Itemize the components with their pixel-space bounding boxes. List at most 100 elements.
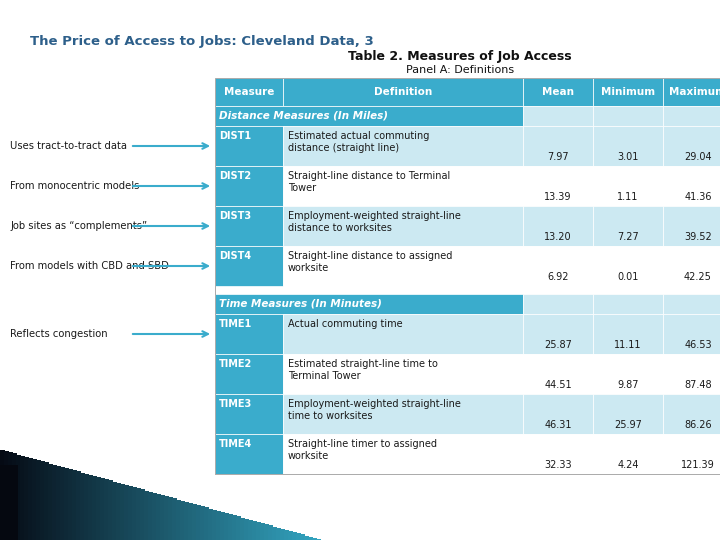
Text: 13.20: 13.20 xyxy=(544,232,572,242)
Bar xyxy=(56,465,61,540)
Bar xyxy=(160,495,165,540)
Bar xyxy=(523,246,593,286)
Bar xyxy=(8,453,13,540)
Bar xyxy=(216,511,221,540)
Bar xyxy=(523,434,593,474)
Bar xyxy=(308,537,313,540)
Bar xyxy=(140,489,145,540)
Bar xyxy=(215,314,283,354)
Bar xyxy=(204,508,209,540)
Bar xyxy=(88,475,93,540)
Bar xyxy=(215,434,283,474)
Bar xyxy=(593,166,663,206)
Bar xyxy=(24,457,29,540)
Bar xyxy=(212,510,217,540)
Bar xyxy=(215,394,283,434)
Bar xyxy=(180,501,185,540)
Bar xyxy=(316,539,321,540)
Bar xyxy=(264,524,269,540)
Bar xyxy=(156,494,161,540)
Bar xyxy=(523,78,593,106)
Bar xyxy=(593,394,663,434)
Bar xyxy=(663,206,720,246)
Bar xyxy=(68,469,73,540)
Bar xyxy=(104,480,109,540)
Bar xyxy=(593,106,663,126)
Bar xyxy=(276,528,281,540)
Bar xyxy=(64,468,69,540)
Bar xyxy=(232,515,237,540)
Bar xyxy=(16,455,21,540)
Text: Employment-weighted straight-line
distance to worksites: Employment-weighted straight-line distan… xyxy=(288,211,461,233)
Bar xyxy=(124,485,129,540)
Bar xyxy=(72,470,77,540)
Bar xyxy=(593,354,663,394)
Bar xyxy=(215,106,523,126)
Text: 0.01: 0.01 xyxy=(617,272,639,282)
Text: 13.39: 13.39 xyxy=(544,192,572,202)
Bar xyxy=(244,518,249,540)
Text: Estimated actual commuting
distance (straight line): Estimated actual commuting distance (str… xyxy=(288,131,429,153)
Bar xyxy=(296,534,301,540)
Bar xyxy=(284,530,289,540)
Text: Maximum: Maximum xyxy=(670,87,720,97)
Bar xyxy=(92,476,97,540)
Text: Straight-line distance to Terminal
Tower: Straight-line distance to Terminal Tower xyxy=(288,171,450,193)
Text: TIME1: TIME1 xyxy=(219,319,252,329)
Text: 11.11: 11.11 xyxy=(614,340,642,350)
Bar xyxy=(248,519,253,540)
Bar xyxy=(0,450,5,540)
Bar xyxy=(168,497,173,540)
Bar xyxy=(523,394,593,434)
Bar xyxy=(283,126,523,166)
Bar xyxy=(283,434,523,474)
Bar xyxy=(593,434,663,474)
Text: DIST1: DIST1 xyxy=(219,131,251,141)
Bar xyxy=(272,526,277,540)
Bar xyxy=(292,532,297,540)
Text: From models with CBD and SBD: From models with CBD and SBD xyxy=(10,261,169,271)
Text: 4.24: 4.24 xyxy=(617,460,639,470)
Text: 46.53: 46.53 xyxy=(684,340,712,350)
Text: 39.52: 39.52 xyxy=(684,232,712,242)
Text: Minimum: Minimum xyxy=(601,87,655,97)
Text: Actual commuting time: Actual commuting time xyxy=(288,319,402,329)
Bar xyxy=(593,206,663,246)
Bar xyxy=(224,513,229,540)
Bar xyxy=(96,477,101,540)
Bar xyxy=(663,434,720,474)
Bar xyxy=(172,498,177,540)
Bar xyxy=(44,462,49,540)
Text: 7.27: 7.27 xyxy=(617,232,639,242)
Bar xyxy=(304,536,309,540)
Bar xyxy=(120,484,125,540)
Bar xyxy=(593,294,663,314)
Bar xyxy=(208,509,213,540)
Bar xyxy=(32,459,37,540)
Bar xyxy=(663,394,720,434)
Text: 121.39: 121.39 xyxy=(681,460,715,470)
Bar xyxy=(593,78,663,106)
Bar xyxy=(240,517,245,540)
Bar xyxy=(200,507,205,540)
Bar xyxy=(28,458,33,540)
Bar xyxy=(593,246,663,286)
Bar xyxy=(36,460,41,540)
Bar xyxy=(196,505,201,540)
Bar xyxy=(523,354,593,394)
Text: 25.97: 25.97 xyxy=(614,420,642,430)
Bar xyxy=(215,354,283,394)
Bar xyxy=(116,483,121,540)
Bar xyxy=(192,504,197,540)
Text: 41.36: 41.36 xyxy=(684,192,712,202)
Text: Employment-weighted straight-line
time to worksites: Employment-weighted straight-line time t… xyxy=(288,399,461,421)
Bar xyxy=(300,535,305,540)
Bar xyxy=(236,516,241,540)
Bar xyxy=(663,126,720,166)
Bar xyxy=(663,246,720,286)
Bar xyxy=(663,354,720,394)
Bar xyxy=(663,166,720,206)
Bar xyxy=(523,314,593,354)
Bar xyxy=(76,471,81,540)
Bar xyxy=(215,78,720,474)
